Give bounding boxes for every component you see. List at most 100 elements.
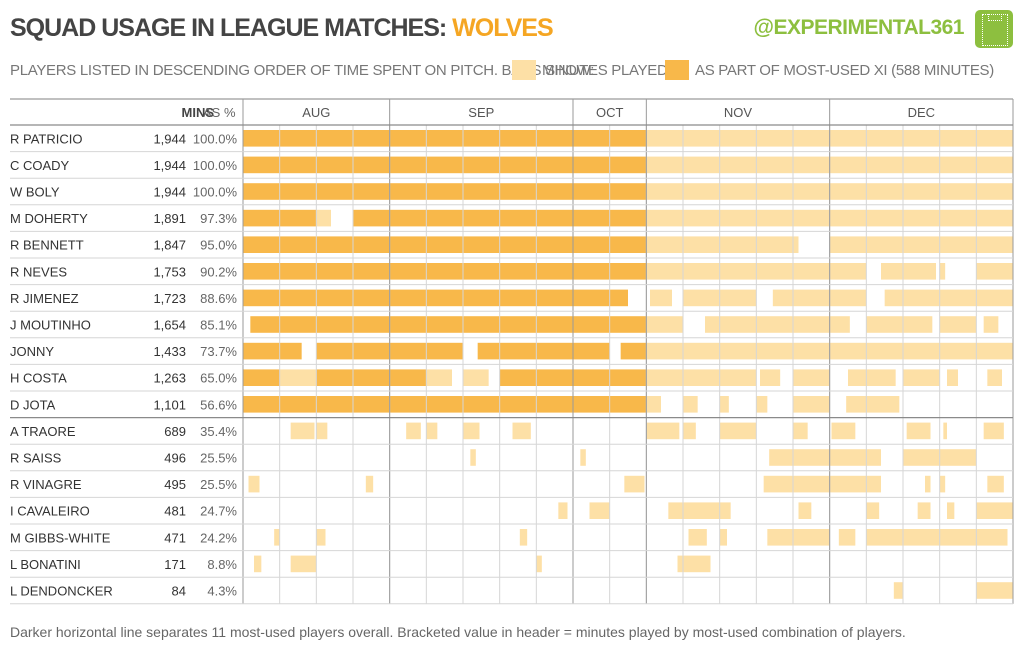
minutes-bar <box>719 156 757 174</box>
minutes-bar <box>426 236 463 253</box>
minutes-bar <box>939 342 977 360</box>
minutes-bar <box>609 369 647 386</box>
minutes-bar <box>573 396 610 413</box>
minutes-bar <box>688 529 707 546</box>
minutes-bar <box>906 422 931 440</box>
player-minutes: 1,263 <box>153 371 186 386</box>
player-pct: 24.2% <box>200 530 237 545</box>
minutes-bar <box>793 183 830 200</box>
minutes-bar <box>756 156 793 174</box>
minutes-bar <box>939 529 977 546</box>
minutes-bar <box>519 529 528 546</box>
minutes-bar <box>573 209 610 227</box>
minutes-bar <box>719 502 731 519</box>
minutes-bar <box>426 396 463 413</box>
mins-column-header: MINS <box>182 105 215 120</box>
month-label: SEP <box>468 105 494 120</box>
minutes-bar <box>463 236 500 253</box>
minutes-bar <box>573 289 610 307</box>
minutes-bar <box>499 396 537 413</box>
minutes-bar <box>646 209 683 227</box>
minutes-bar <box>866 183 903 200</box>
minutes-bar <box>316 316 353 333</box>
minutes-bar <box>646 156 683 174</box>
minutes-bar <box>903 529 940 546</box>
player-name: C COADY <box>10 158 70 173</box>
minutes-bar <box>353 236 390 253</box>
minutes-bar <box>426 156 463 174</box>
minutes-bar <box>848 369 867 386</box>
player-minutes: 1,944 <box>153 185 186 200</box>
minutes-bar <box>512 422 531 440</box>
minutes-bar <box>646 396 661 413</box>
minutes-bar <box>426 342 463 360</box>
title-prefix: SQUAD USAGE IN LEAGUE MATCHES: <box>10 14 453 42</box>
minutes-bar <box>798 502 812 519</box>
minutes-bar <box>573 316 610 333</box>
minutes-bar <box>279 263 317 280</box>
minutes-bar <box>279 209 317 227</box>
minutes-bar <box>756 263 793 280</box>
minutes-bar <box>316 263 353 280</box>
minutes-bar <box>719 422 757 440</box>
minutes-bar <box>793 209 830 227</box>
player-minutes: 84 <box>172 584 186 599</box>
minutes-bar <box>609 236 647 253</box>
player-pct: 8.8% <box>207 557 237 572</box>
pct-column-header: AS % <box>203 105 236 120</box>
minutes-bar <box>884 289 903 307</box>
minutes-bar <box>719 396 729 413</box>
minutes-bar <box>573 236 610 253</box>
minutes-bar <box>866 396 900 413</box>
minutes-bar <box>939 156 977 174</box>
minutes-bar <box>609 156 647 174</box>
player-name: M DOHERTY <box>10 211 88 226</box>
month-label: NOV <box>724 105 753 120</box>
minutes-bar <box>683 396 698 413</box>
player-pct: 95.0% <box>200 238 237 253</box>
minutes-bar <box>772 289 793 307</box>
player-name: R BENNETT <box>10 238 84 253</box>
minutes-bar <box>463 209 500 227</box>
minutes-bar <box>866 369 896 386</box>
minutes-bar <box>573 263 610 280</box>
player-minutes: 689 <box>164 424 186 439</box>
minutes-bar <box>903 449 940 466</box>
minutes-bar <box>426 369 452 386</box>
minutes-bar <box>353 209 390 227</box>
minutes-bar <box>793 130 830 147</box>
player-name: L BONATINI <box>10 557 81 572</box>
minutes-bar <box>939 316 977 333</box>
twitter-handle[interactable]: @EXPERIMENTAL361 <box>753 16 965 39</box>
minutes-bar <box>573 183 610 200</box>
minutes-bar <box>353 342 390 360</box>
minutes-bar <box>829 475 867 493</box>
minutes-bar <box>536 183 573 200</box>
minutes-bar <box>939 475 946 493</box>
minutes-bar <box>793 422 808 440</box>
player-minutes: 1,433 <box>153 344 186 359</box>
minutes-bar <box>793 529 830 546</box>
minutes-bar <box>279 236 317 253</box>
minutes-bar <box>976 342 1013 360</box>
minutes-bar <box>668 502 683 519</box>
minutes-bar <box>316 342 353 360</box>
minutes-bar <box>279 289 317 307</box>
minutes-bar <box>316 183 353 200</box>
minutes-bar <box>609 183 647 200</box>
minutes-bar <box>756 236 793 253</box>
player-name: J MOUTINHO <box>10 318 91 333</box>
minutes-bar <box>389 342 427 360</box>
minutes-bar <box>939 130 977 147</box>
minutes-bar <box>499 289 537 307</box>
player-name: H COSTA <box>10 371 67 386</box>
minutes-bar <box>243 342 280 360</box>
player-name: W BOLY <box>10 185 60 200</box>
minutes-bar <box>983 422 1004 440</box>
minutes-bar <box>470 449 476 466</box>
minutes-bar <box>683 555 711 573</box>
player-pct: 100.0% <box>193 185 238 200</box>
minutes-bar <box>866 156 903 174</box>
player-minutes: 1,847 <box>153 238 186 253</box>
minutes-bar <box>976 582 1013 599</box>
